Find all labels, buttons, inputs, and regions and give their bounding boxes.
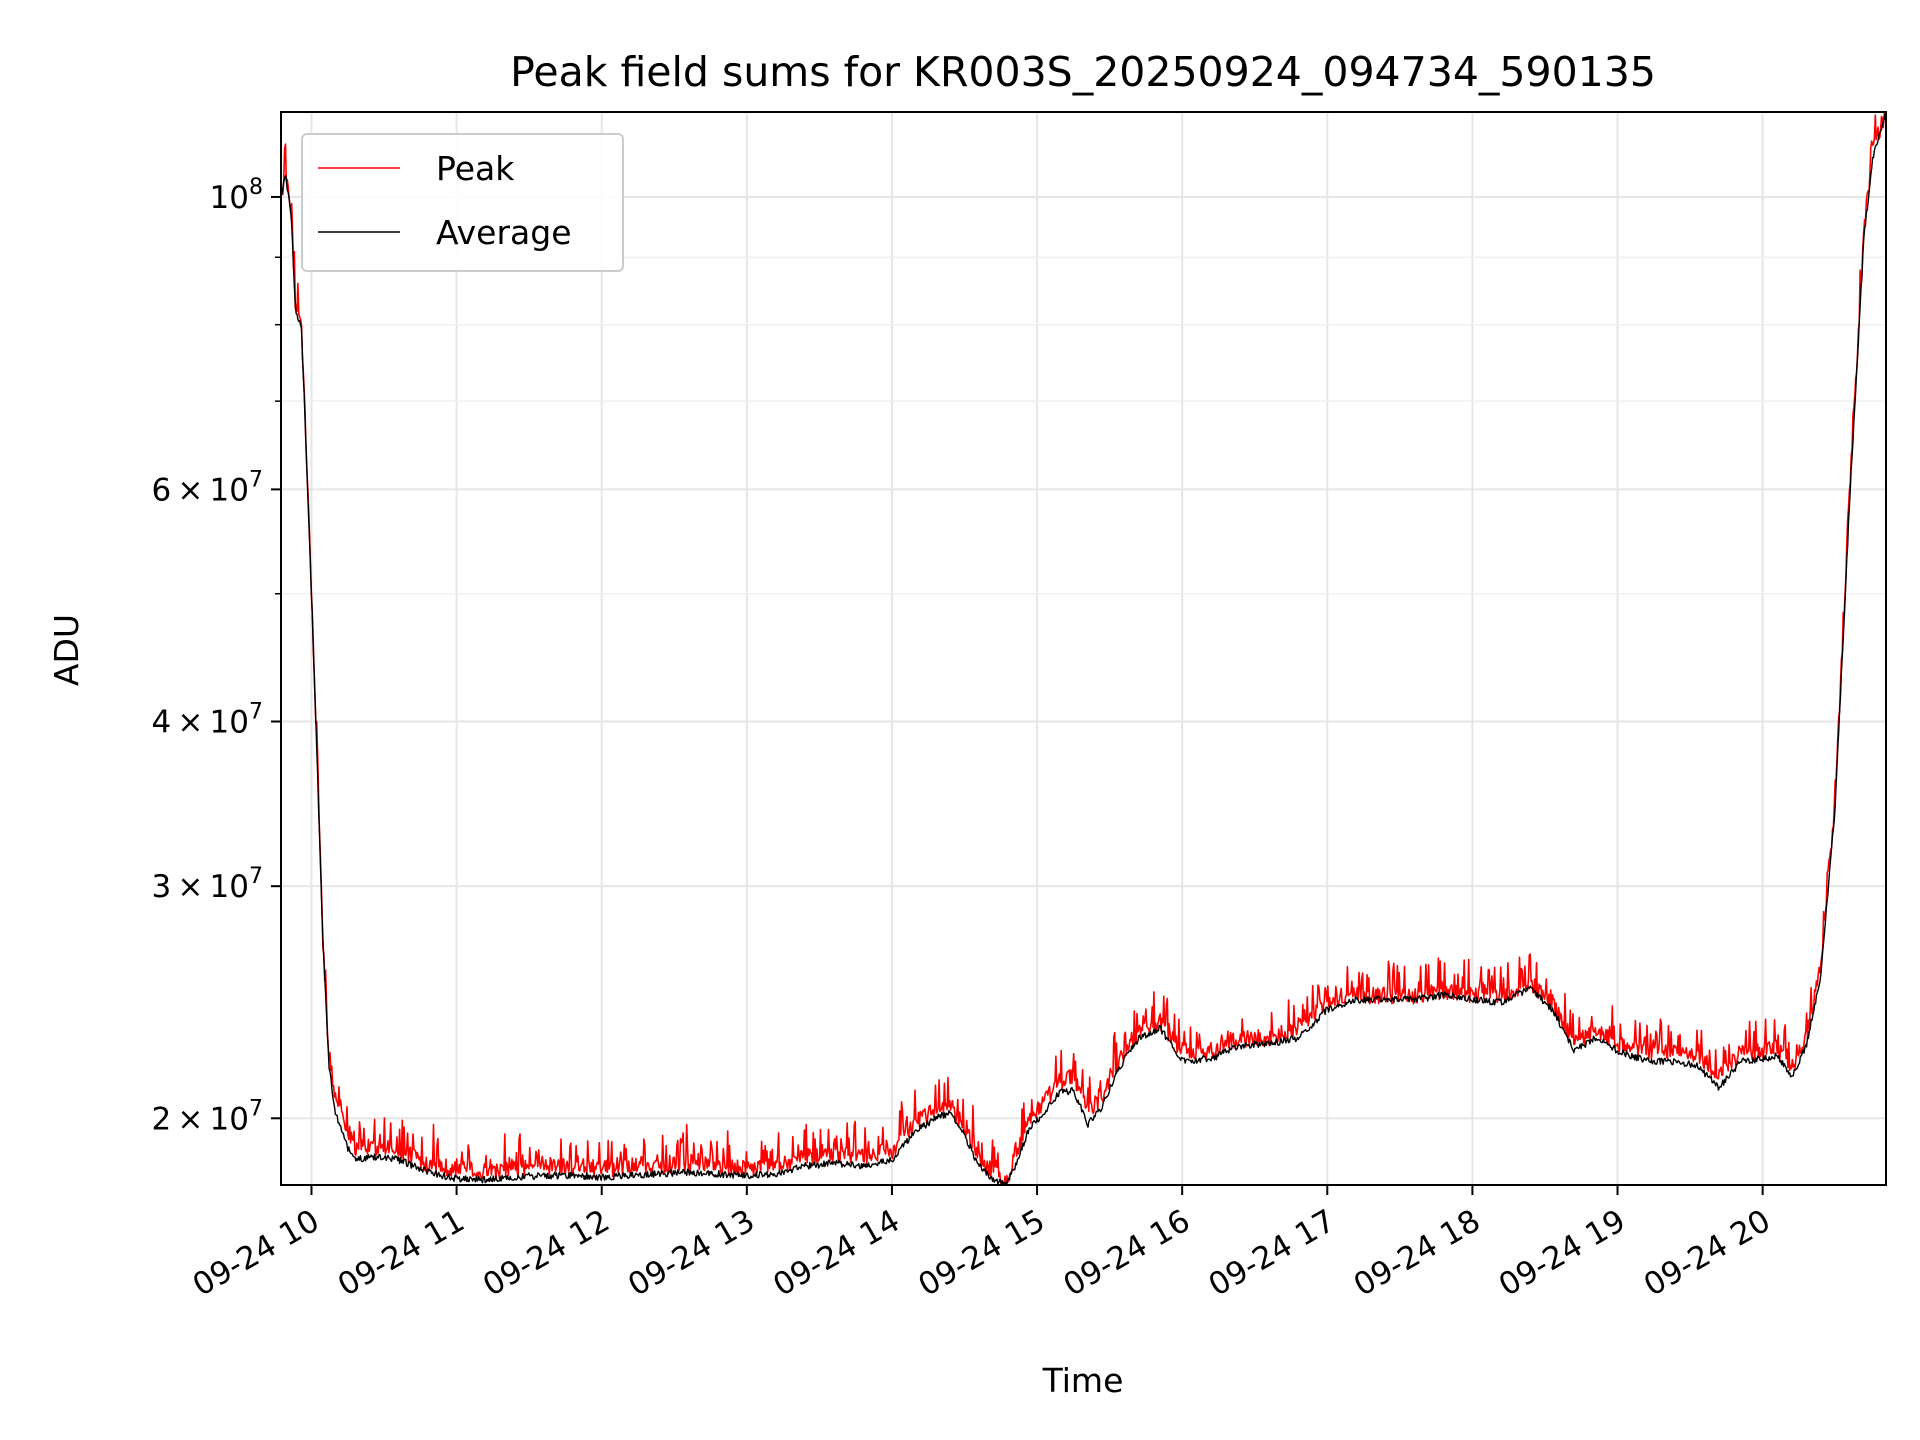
y-tick-label: 2 × 107: [151, 1096, 263, 1137]
y-tick-label: 108: [210, 175, 263, 216]
chart-title: Peak field sums for KR003S_20250924_0947…: [510, 48, 1656, 96]
legend: Peak Average: [301, 133, 624, 272]
legend-peak-label: Peak: [436, 149, 515, 188]
grid-lines: [281, 112, 1886, 1185]
average-series-line: [280, 111, 1887, 1186]
legend-average-label: Average: [436, 213, 572, 252]
y-axis-ticks: 2 × 107 3 × 107 4 × 107 6 × 107 108: [151, 175, 281, 1137]
plot-frame: [280, 111, 1887, 1186]
y-axis-label: ADU: [47, 614, 86, 686]
peak-series-line: [280, 111, 1886, 1186]
y-tick-label: 6 × 107: [151, 467, 263, 508]
y-tick-label: 4 × 107: [151, 699, 263, 740]
data-series: [280, 111, 1887, 1186]
y-tick-label: 3 × 107: [151, 864, 263, 905]
x-axis-label: Time: [1042, 1361, 1124, 1400]
